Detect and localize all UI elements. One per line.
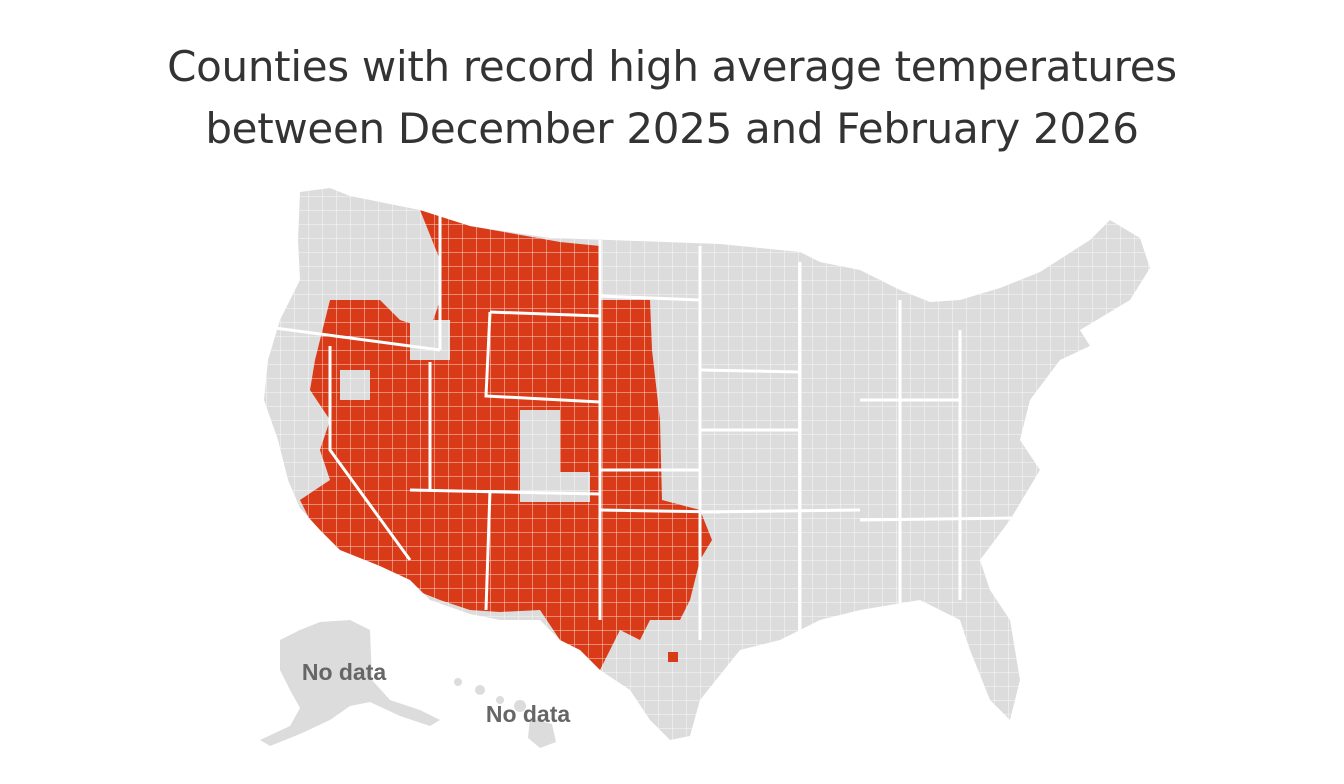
county-lines [264, 188, 1150, 740]
alaska-inset [260, 620, 440, 746]
title-line-1: Counties with record high average temper… [167, 42, 1177, 91]
map-title: Counties with record high average temper… [0, 36, 1344, 160]
hawaii-no-data-label: No data [486, 701, 571, 727]
alaska-no-data-label: No data [302, 659, 387, 685]
state-borders [274, 210, 1021, 640]
title-line-2: between December 2025 and February 2026 [205, 104, 1139, 153]
hawaii-inset [454, 678, 556, 748]
isolated-record-county [668, 652, 678, 662]
